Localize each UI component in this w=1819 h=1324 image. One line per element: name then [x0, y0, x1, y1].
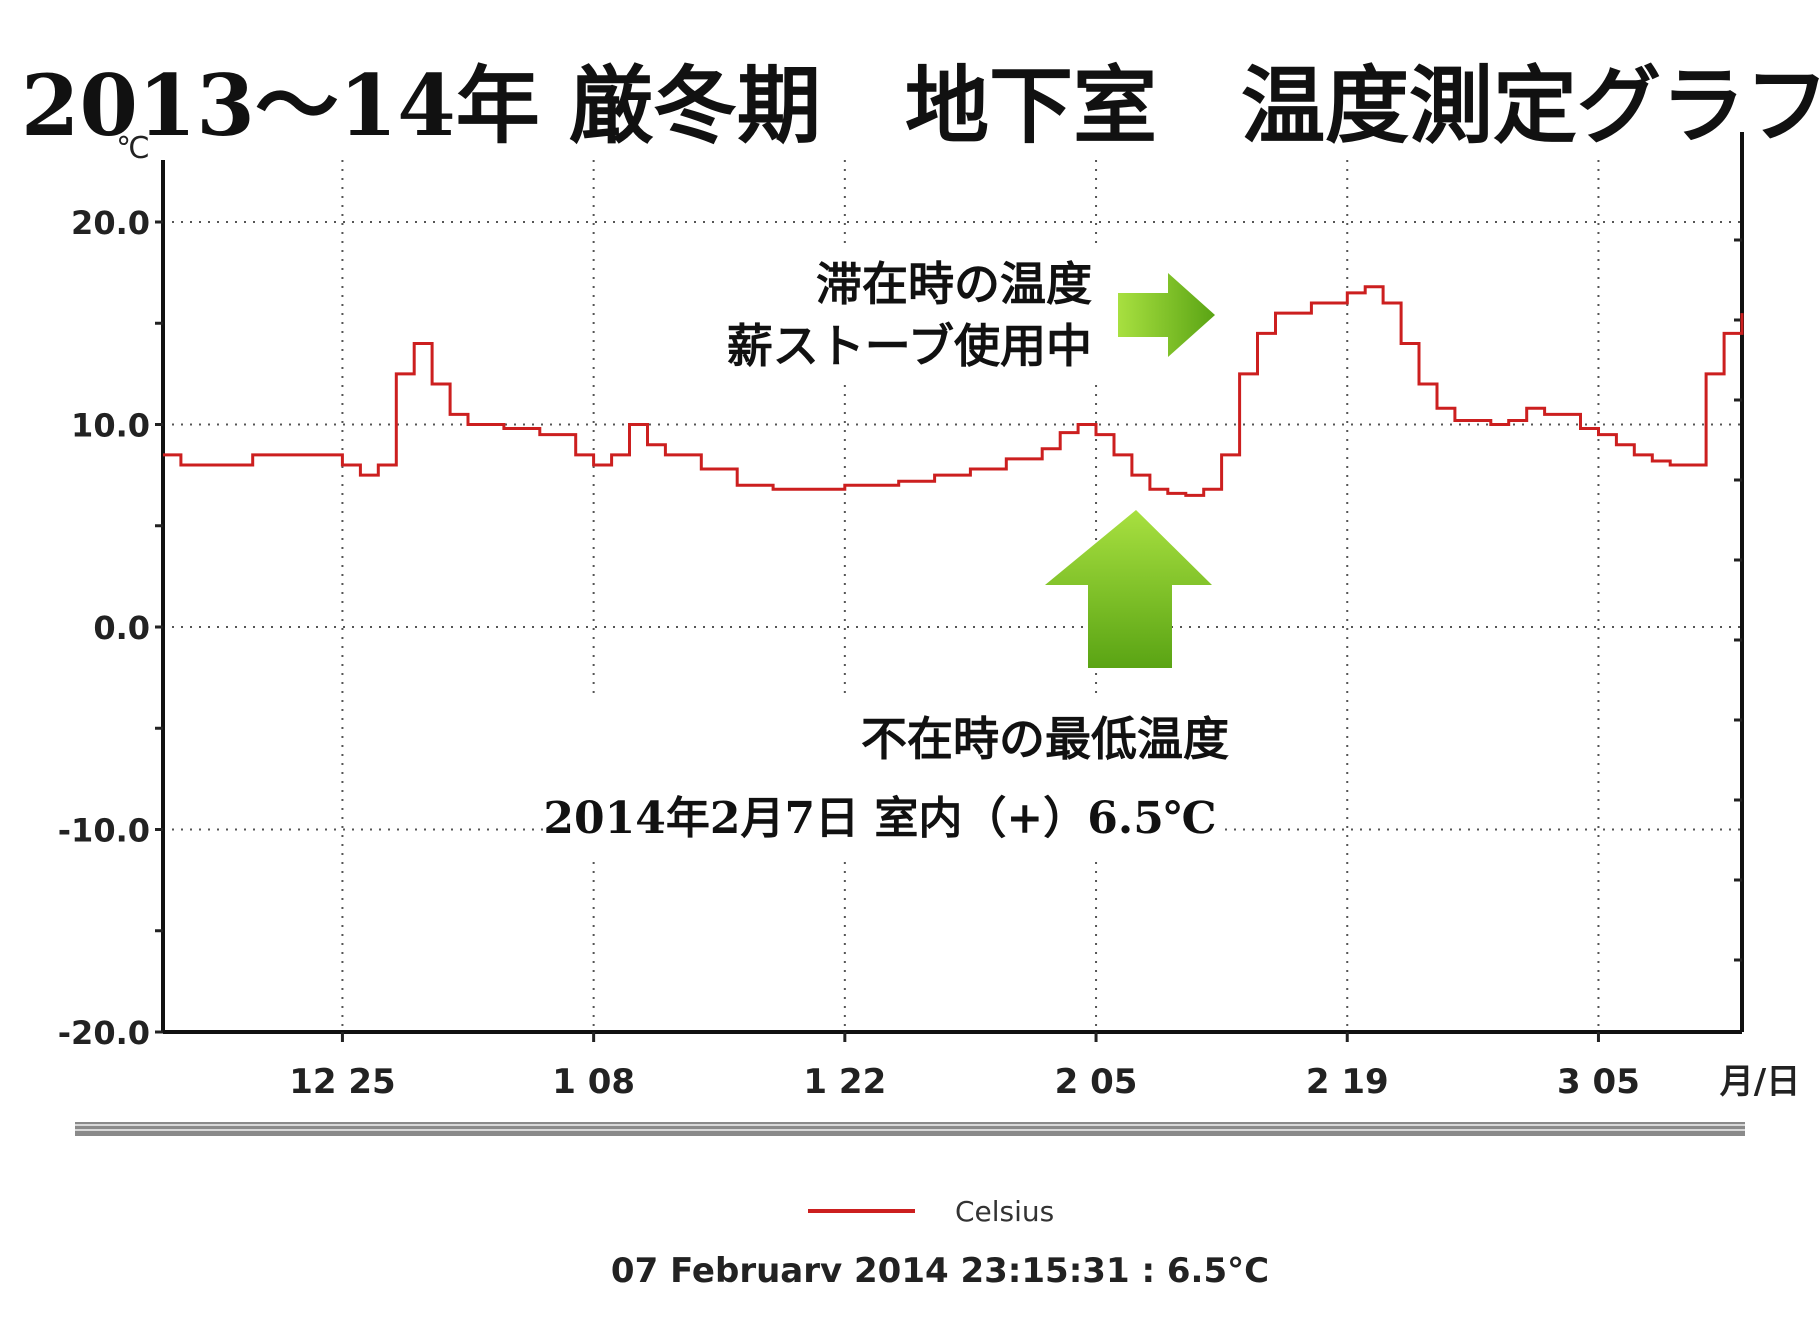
y-tick-label: 20.0 [71, 204, 150, 242]
annotation-stay-line1: 滞在時の温度 [816, 257, 1092, 311]
y-axis-label: ℃ [116, 131, 150, 166]
series-line-celsius [163, 285, 1744, 497]
arrow-right-icon [1118, 273, 1215, 357]
axes [161, 132, 1744, 1034]
x-tick-label: 12 25 [289, 1062, 395, 1102]
y-tick-label: 10.0 [71, 407, 150, 445]
x-ticks: 12 25 1 08 1 22 2 05 2 19 3 05 [289, 1032, 1640, 1102]
series [163, 285, 1744, 497]
x-axis-label: 月/日 [1720, 1062, 1800, 1102]
value-readout: 07 Februarv 2014 23:15:31 : 6.5°C [611, 1251, 1269, 1291]
x-tick-label: 3 05 [1557, 1062, 1640, 1102]
chart-title: 2013～14年 厳冬期 地下室 温度測定グラフ [21, 56, 1819, 155]
annotation-stay-line2: 薪ストーブ使用中 [727, 319, 1092, 373]
y-ticks: 20.0 10.0 0.0 -10.0 -20.0 [58, 204, 1742, 1052]
annotation-absent-line2: 2014年2月7日 室内（+）6.5℃ [543, 793, 1216, 844]
x-tick-label: 1 22 [803, 1062, 886, 1102]
annotation-bg-absent [545, 700, 1225, 860]
scrollbar[interactable] [75, 1122, 1745, 1136]
y-tick-label: 0.0 [93, 609, 150, 647]
x-tick-label: 2 19 [1306, 1062, 1389, 1102]
y-tick-label: -10.0 [58, 812, 150, 850]
legend: Celsius [808, 1195, 1054, 1228]
y-tick-label: -20.0 [58, 1014, 150, 1052]
annotation-bg-stay [650, 248, 1100, 378]
legend-label: Celsius [955, 1195, 1054, 1228]
x-tick-label: 1 08 [552, 1062, 635, 1102]
annotation-absent-line1: 不在時の最低温度 [861, 712, 1229, 766]
x-tick-label: 2 05 [1055, 1062, 1138, 1102]
arrow-up-icon [1045, 510, 1212, 668]
